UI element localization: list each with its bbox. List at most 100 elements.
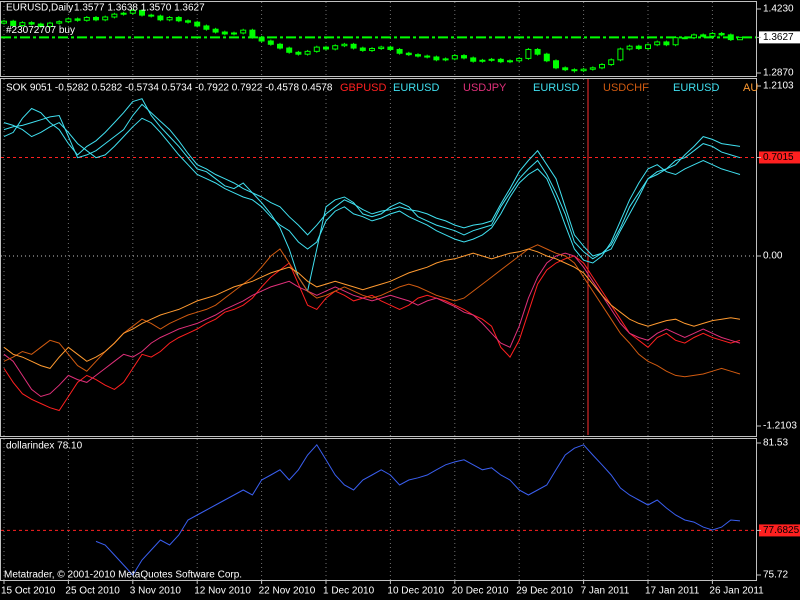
x-tick-label: 10 Dec 2010 bbox=[387, 586, 444, 597]
series-line bbox=[95, 443, 741, 576]
candle-body bbox=[10, 20, 17, 26]
x-tick-label: 17 Jan 2011 bbox=[645, 586, 700, 597]
series-line bbox=[3, 117, 741, 264]
candle-body bbox=[387, 46, 394, 50]
candle-body bbox=[19, 22, 26, 26]
candle-body bbox=[488, 58, 495, 61]
x-tick-label: 20 Dec 2010 bbox=[452, 586, 509, 597]
candle-body bbox=[286, 47, 293, 53]
candle-body bbox=[1, 20, 7, 24]
tick-label-box bbox=[759, 151, 800, 164]
legend-entry: AU bbox=[743, 82, 758, 94]
y-tick-label: 1.2870 bbox=[763, 68, 794, 79]
series-line bbox=[3, 248, 741, 369]
candle-body bbox=[93, 16, 99, 21]
candle-body bbox=[258, 36, 265, 42]
candle-body bbox=[350, 43, 357, 49]
candle-body bbox=[663, 41, 670, 46]
candle-body bbox=[589, 67, 596, 70]
ohlc-label: 1.3577 1.3638 1.3570 1.3627 bbox=[74, 3, 205, 14]
candle-body bbox=[497, 58, 504, 63]
candle-body bbox=[479, 59, 486, 62]
candle-body bbox=[212, 28, 219, 33]
candle-body bbox=[102, 16, 109, 21]
y-tick-label: 0.7015 bbox=[763, 152, 794, 163]
candle-body bbox=[369, 48, 375, 51]
candle-body bbox=[507, 60, 513, 63]
series-line bbox=[3, 98, 741, 293]
plot-area bbox=[1, 9, 743, 73]
candle-body bbox=[562, 67, 569, 71]
candle-body bbox=[304, 50, 311, 55]
candle-body bbox=[470, 57, 477, 62]
y-tick-label: 75.72 bbox=[763, 570, 788, 581]
candle-body bbox=[139, 9, 145, 16]
candle-body bbox=[231, 32, 237, 35]
candle-body bbox=[341, 43, 348, 47]
y-tick-label: 0.00 bbox=[763, 251, 783, 262]
candle-body bbox=[240, 29, 247, 34]
x-tick-label: 25 Oct 2010 bbox=[65, 586, 120, 597]
candle-body bbox=[451, 55, 458, 60]
candle-body bbox=[175, 16, 182, 22]
legend-entry: EURUSD bbox=[393, 82, 440, 94]
candle-body bbox=[654, 41, 661, 46]
x-tick-label: 1 Dec 2010 bbox=[323, 586, 375, 597]
candle-body bbox=[645, 44, 651, 50]
candle-body bbox=[37, 23, 44, 27]
candle-body bbox=[635, 45, 642, 50]
candle-body bbox=[461, 55, 467, 59]
candle-body bbox=[543, 53, 550, 62]
pane-title: dollarindex 78.10 bbox=[6, 441, 83, 452]
legend-entry: EURUSD bbox=[673, 82, 720, 94]
candle-body bbox=[359, 47, 366, 51]
candle-body bbox=[580, 68, 587, 72]
legend-entry: USDCHF bbox=[603, 82, 649, 94]
candle-body bbox=[129, 9, 136, 14]
candle-body bbox=[681, 37, 688, 40]
candle-body bbox=[571, 69, 578, 72]
candle-body bbox=[332, 45, 339, 50]
candle-body bbox=[672, 37, 679, 46]
candle-body bbox=[157, 15, 164, 21]
candle-body bbox=[65, 18, 72, 23]
series-line bbox=[3, 252, 741, 398]
candle-body bbox=[727, 34, 734, 41]
pane-title: EURUSD,Daily bbox=[6, 3, 73, 14]
pane bbox=[0, 438, 757, 581]
candle-body bbox=[424, 55, 431, 58]
candle-body bbox=[56, 21, 63, 24]
candle-body bbox=[47, 22, 53, 27]
legend-entry: EURUSD bbox=[533, 82, 580, 94]
pane bbox=[0, 1, 757, 77]
candle-body bbox=[433, 56, 440, 61]
candle-body bbox=[295, 51, 302, 55]
legend-entry: USDJPY bbox=[463, 82, 507, 94]
footer: Metatrader, © 2001-2010 MetaQuotes Softw… bbox=[4, 570, 242, 581]
candle-body bbox=[599, 64, 605, 69]
order-annotation: #23072707 buy bbox=[6, 25, 75, 36]
x-tick-label: 12 Nov 2010 bbox=[194, 586, 251, 597]
candle-body bbox=[718, 32, 725, 36]
candle-body bbox=[534, 48, 541, 55]
candle-body bbox=[203, 25, 210, 30]
y-tick-label: -1.2103 bbox=[763, 421, 797, 432]
x-tick-label: 3 Nov 2010 bbox=[130, 586, 182, 597]
candle-body bbox=[737, 36, 743, 41]
x-tick-label: 7 Jan 2011 bbox=[581, 586, 630, 597]
candle-body bbox=[691, 34, 697, 39]
candle-body bbox=[28, 22, 35, 25]
candle-body bbox=[74, 18, 81, 21]
candle-body bbox=[396, 48, 403, 54]
candle-body bbox=[442, 58, 449, 61]
candle-body bbox=[617, 48, 624, 61]
candle-body bbox=[525, 48, 532, 59]
series-line bbox=[3, 103, 741, 257]
series-line bbox=[3, 255, 741, 412]
y-tick-label: 1.4230 bbox=[763, 4, 794, 15]
plot-area bbox=[3, 98, 741, 412]
x-tick-label: 29 Dec 2010 bbox=[516, 586, 573, 597]
candle-body bbox=[148, 14, 155, 17]
candle-body bbox=[313, 46, 320, 52]
y-tick-label: 1.3627 bbox=[763, 32, 794, 43]
